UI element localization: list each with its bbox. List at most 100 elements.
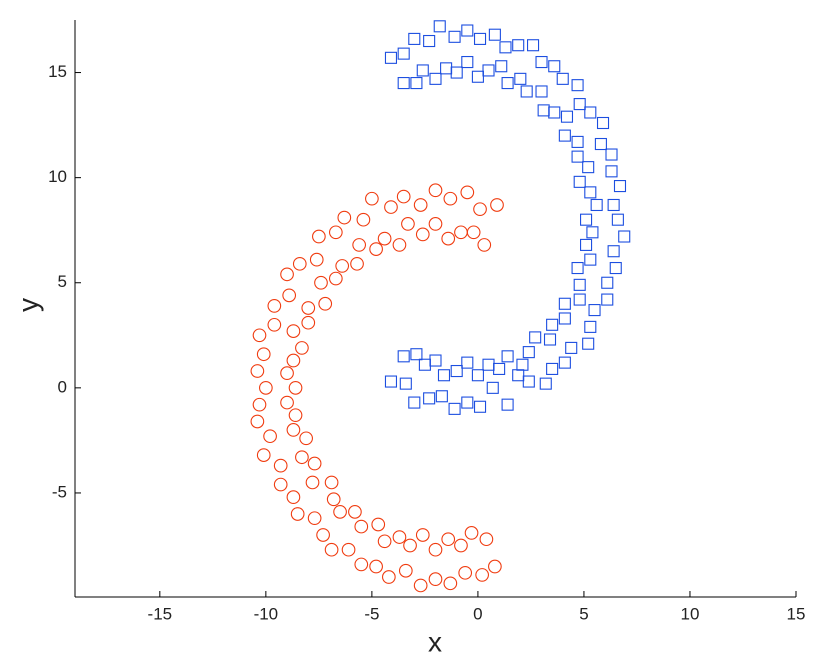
circle-point xyxy=(316,528,330,542)
x-tick-label: -15 xyxy=(148,604,173,623)
circle-point xyxy=(350,256,364,271)
square-point xyxy=(461,356,474,369)
square-point xyxy=(556,72,569,85)
circle-point xyxy=(273,458,288,473)
square-point xyxy=(448,30,461,43)
circle-point xyxy=(267,299,282,313)
square-point xyxy=(571,261,584,275)
square-point xyxy=(558,312,571,325)
circle-point xyxy=(328,225,343,240)
circle-point xyxy=(415,528,430,542)
square-point xyxy=(471,70,484,83)
circle-point xyxy=(352,238,367,252)
square-point xyxy=(501,398,514,411)
square-point xyxy=(594,137,607,151)
square-point xyxy=(399,377,412,390)
circle-point xyxy=(314,275,328,290)
circle-point xyxy=(324,542,339,557)
square-point xyxy=(558,129,571,142)
square-point xyxy=(512,369,525,382)
square-point xyxy=(429,72,442,85)
circle-point xyxy=(318,296,333,311)
y-tick-label: 15 xyxy=(48,62,67,81)
square-point xyxy=(548,60,561,73)
circle-point xyxy=(307,456,322,471)
circle-point xyxy=(267,317,282,332)
square-point xyxy=(410,348,423,361)
square-point xyxy=(416,64,429,77)
circle-point xyxy=(286,353,301,368)
square-point xyxy=(560,110,574,123)
circle-point xyxy=(256,448,271,462)
circle-point xyxy=(369,242,383,256)
square-point xyxy=(448,402,461,415)
circle-point xyxy=(337,210,352,225)
square-point xyxy=(499,41,512,54)
square-point xyxy=(580,238,593,251)
square-point xyxy=(450,66,463,79)
square-point xyxy=(433,20,446,33)
x-tick-label: 10 xyxy=(681,604,700,623)
circle-point xyxy=(377,534,392,549)
circle-point xyxy=(403,538,417,553)
x-tick-label: 15 xyxy=(787,604,806,623)
circle-point xyxy=(324,475,339,490)
square-point xyxy=(588,304,601,317)
square-point xyxy=(573,98,586,111)
circle-point xyxy=(428,572,443,586)
circle-point xyxy=(250,414,265,429)
square-point xyxy=(535,55,548,69)
circle-point xyxy=(428,542,443,557)
square-point xyxy=(408,396,421,409)
circle-point xyxy=(441,231,456,246)
x-tick-label: 5 xyxy=(579,604,588,623)
square-point xyxy=(461,24,474,37)
circle-point xyxy=(488,559,502,574)
square-point xyxy=(582,161,595,174)
circle-point xyxy=(312,229,326,244)
circle-point xyxy=(441,532,456,547)
circle-point xyxy=(309,252,324,267)
square-point xyxy=(584,186,597,199)
square-point xyxy=(548,106,561,119)
square-point xyxy=(450,364,463,378)
circle-point xyxy=(369,559,383,574)
square-point xyxy=(571,150,584,163)
circle-point xyxy=(326,492,341,507)
circle-point xyxy=(286,490,301,505)
square-point xyxy=(590,198,603,212)
circle-point xyxy=(295,341,309,355)
circle-point xyxy=(428,217,443,231)
circle-point xyxy=(443,576,458,591)
square-point xyxy=(437,369,451,382)
square-point xyxy=(601,276,614,289)
circle-point xyxy=(428,183,443,198)
circle-point xyxy=(288,408,303,423)
circle-point xyxy=(413,198,428,212)
circle-point xyxy=(280,267,294,282)
circle-point xyxy=(377,231,392,246)
square-point xyxy=(565,341,578,354)
square-point xyxy=(573,293,586,306)
circle-point xyxy=(286,324,301,338)
circle-point xyxy=(305,475,320,490)
square-point xyxy=(482,64,495,77)
circle-point xyxy=(288,381,303,395)
square-point xyxy=(573,175,586,188)
circle-point xyxy=(333,505,347,519)
circle-point xyxy=(381,570,396,584)
square-point xyxy=(408,32,421,45)
x-axis-label: x xyxy=(428,626,442,657)
x-tick-label: -5 xyxy=(364,604,379,623)
square-point xyxy=(584,253,597,266)
circle-point xyxy=(458,565,473,580)
square-point xyxy=(397,350,410,363)
square-point xyxy=(501,350,514,363)
square-point xyxy=(522,375,535,388)
square-point xyxy=(539,377,552,390)
square-point xyxy=(418,358,431,371)
square-point xyxy=(543,333,557,346)
circle-point xyxy=(256,347,271,362)
